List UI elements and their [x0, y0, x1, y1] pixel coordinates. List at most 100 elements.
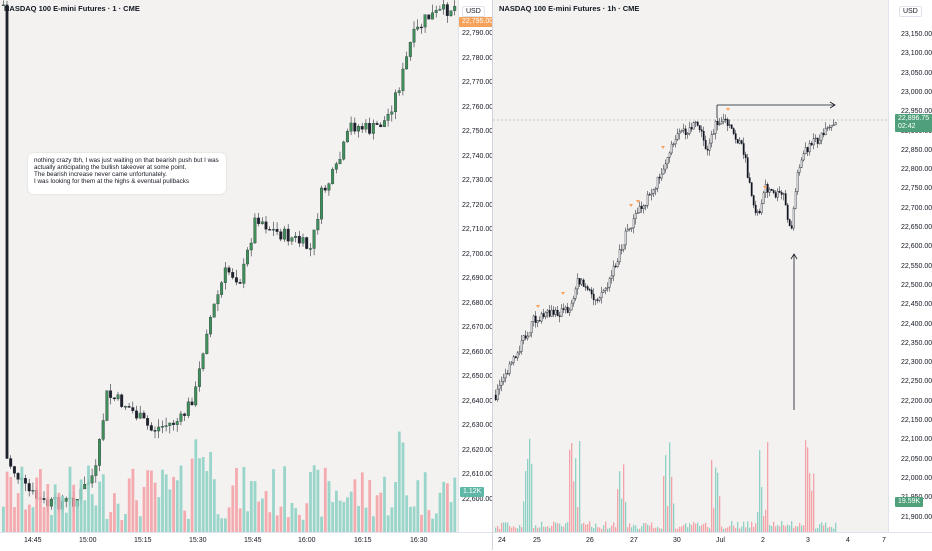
candle-body [360, 126, 364, 130]
left-time-axis[interactable]: 14:45 15:00 15:15 15:30 15:45 16:00 16:15 16:30 [0, 532, 494, 551]
candle-body [694, 121, 697, 123]
signal-marker [561, 292, 565, 295]
candle-body [349, 122, 353, 132]
candle-body [538, 320, 541, 322]
volume-bar [420, 514, 423, 532]
candle-body [654, 188, 657, 190]
left-symbol-title[interactable]: NASDAQ 100 E-mini Futures · 1 · CME [4, 4, 140, 13]
volume-bar [194, 439, 198, 532]
volume-bar [294, 508, 298, 532]
volume-bar [567, 522, 569, 532]
candle-body [746, 157, 749, 178]
volume-bar [539, 527, 541, 532]
candle-body [312, 229, 316, 249]
left-currency-label[interactable]: USD [462, 6, 485, 17]
volume-bar [621, 498, 623, 532]
right-volume-badge: 19.59K [895, 497, 924, 507]
right-chart-canvas[interactable] [493, 0, 888, 532]
price-tick: 22,300.00 [901, 359, 932, 367]
volume-bar [783, 525, 785, 532]
price-tick: 22,650.00 [901, 224, 932, 231]
price-tick: 22,620.00 [462, 446, 494, 454]
volume-bar [717, 472, 719, 532]
candle-body [64, 498, 68, 502]
price-tick: 22,690.00 [462, 275, 494, 282]
volume-bar [257, 501, 261, 532]
candle-body [616, 261, 619, 268]
candle-body [564, 306, 567, 310]
candle-body [498, 385, 501, 390]
candle-body [666, 157, 669, 165]
candle-body [650, 193, 653, 196]
volume-bar [517, 528, 519, 532]
volume-bar [187, 518, 190, 532]
time-tick: 16:15 [354, 537, 372, 544]
volume-bar [573, 481, 575, 532]
volume-bar [309, 471, 312, 532]
candle-body [275, 228, 279, 232]
candle-body [408, 42, 412, 57]
candle-body [722, 118, 725, 122]
candle-body [806, 147, 809, 153]
left-chart-canvas[interactable] [0, 0, 458, 532]
candle-body [112, 397, 116, 400]
volume-bar [683, 524, 685, 532]
candle-body [83, 483, 87, 490]
candle-body [179, 413, 183, 422]
volume-bar [775, 526, 777, 532]
candle-body [42, 498, 46, 500]
volume-bar [807, 447, 809, 532]
left-chart-pane[interactable]: NASDAQ 100 E-mini Futures · 1 · CME noth… [0, 0, 458, 550]
volume-bar [338, 500, 342, 532]
right-symbol-title[interactable]: NASDAQ 100 E-mini Futures · 1h · CME [499, 4, 640, 13]
right-price-axis[interactable]: USD 23,150.00 23,100.00 23,050.00 23,000.00… [888, 0, 932, 532]
volume-bar [799, 522, 801, 532]
volume-bar [442, 481, 446, 532]
candle-body [608, 278, 611, 288]
candle-body [712, 133, 715, 135]
price-tick: 23,000.00 [901, 88, 932, 96]
candle-body [506, 373, 509, 375]
candle-body [227, 267, 231, 273]
volume-bar [673, 503, 675, 532]
volume-bar [116, 503, 120, 532]
volume-bar [821, 522, 823, 532]
volume-bar [581, 524, 583, 532]
candle-body [780, 192, 783, 195]
volume-bar [394, 482, 397, 532]
candle-body [678, 131, 681, 134]
current-price: 22,896.75 [898, 115, 930, 122]
candle-body [120, 394, 124, 407]
candle-body [249, 242, 253, 251]
volume-bar [190, 458, 194, 532]
volume-bar [639, 528, 641, 532]
text-note[interactable]: nothing crazy tbh, I was just waiting on… [28, 153, 226, 194]
volume-bar [665, 455, 667, 532]
candle-body [260, 221, 264, 224]
volume-bar [305, 503, 309, 532]
candle-body [708, 142, 711, 151]
candle-body [668, 152, 671, 158]
candle-body [778, 190, 781, 193]
price-tick: 22,760.00 [462, 103, 494, 111]
left-price-axis[interactable]: USD 22,790.00 22,780.00 22,770.00 22,760.00… [458, 0, 497, 532]
candle-body [283, 228, 286, 240]
candle-body [49, 498, 53, 507]
volume-bar [701, 525, 703, 532]
volume-bar [205, 471, 209, 532]
arrow-head-icon [829, 101, 836, 109]
right-time-axis[interactable]: 24 25 26 27 30 Jul 2 3 4 7 [493, 532, 932, 551]
candle-body [371, 122, 375, 134]
right-currency-label[interactable]: USD [899, 6, 922, 17]
candle-body [692, 122, 695, 130]
candle-body [242, 263, 246, 284]
volume-bar [9, 477, 13, 532]
right-chart-pane[interactable]: NASDAQ 100 E-mini Futures · 1h · CME [493, 0, 888, 550]
candle-body [353, 122, 357, 132]
volume-bar [511, 527, 513, 532]
note-line: I was looking for them at the highs & ev… [34, 178, 190, 185]
volume-bar [575, 458, 577, 532]
candle-body [552, 309, 555, 315]
signal-marker [661, 146, 665, 149]
